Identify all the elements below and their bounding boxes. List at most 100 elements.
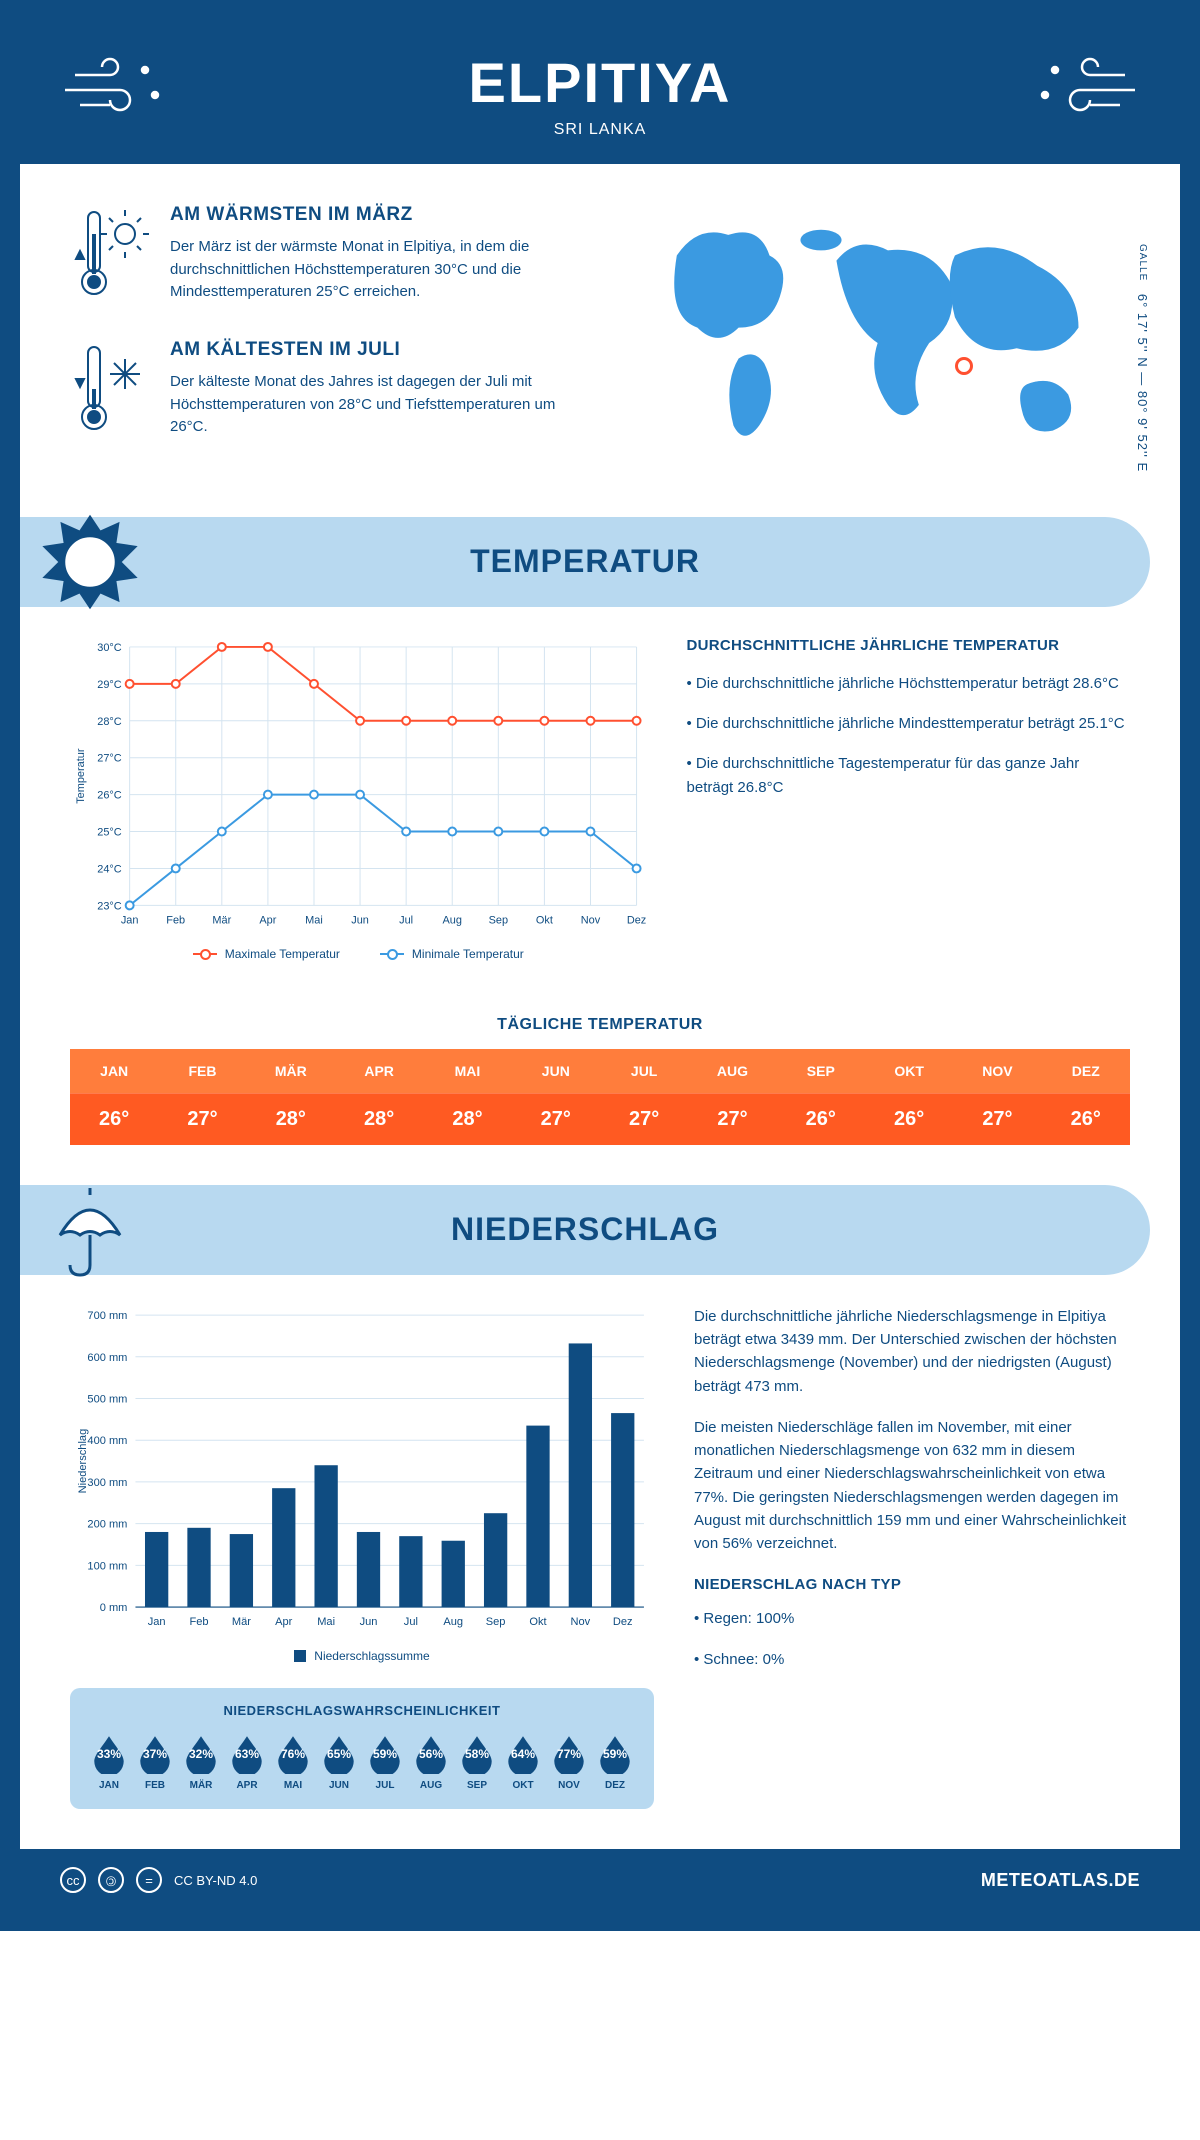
daily-month-header: AUG (688, 1049, 776, 1093)
raindrop-icon: 33% (88, 1732, 130, 1774)
raindrop-icon: 77% (548, 1732, 590, 1774)
precip-para: Die meisten Niederschläge fallen im Nove… (694, 1416, 1130, 1556)
svg-text:Mär: Mär (212, 914, 231, 926)
legend-item: Niederschlagssumme (294, 1649, 429, 1663)
section-title: NIEDERSCHLAG (451, 1211, 719, 1248)
thermometer-snow-icon (70, 339, 150, 444)
svg-text:Okt: Okt (529, 1616, 546, 1628)
svg-text:500 mm: 500 mm (87, 1394, 127, 1406)
prob-value: 37% (143, 1747, 167, 1761)
svg-text:Temperatur: Temperatur (75, 748, 87, 804)
svg-text:28°C: 28°C (97, 716, 122, 728)
page-subtitle: SRI LANKA (20, 121, 1180, 139)
svg-text:Nov: Nov (571, 1616, 591, 1628)
daily-month-header: OKT (865, 1049, 953, 1093)
license-label: CC BY-ND 4.0 (174, 1873, 257, 1888)
daily-month-header: DEZ (1042, 1049, 1130, 1093)
raindrop-icon: 63% (226, 1732, 268, 1774)
raindrop-icon: 58% (456, 1732, 498, 1774)
raindrop-icon: 56% (410, 1732, 452, 1774)
raindrop-icon: 59% (364, 1732, 406, 1774)
facts-column: AM WÄRMSTEN IM MÄRZ Der März ist der wär… (70, 204, 585, 477)
location-marker-icon (955, 357, 973, 375)
legend-item: .legend-item:nth-child(1) .legend-swatch… (193, 947, 340, 961)
daily-month-header: APR (335, 1049, 423, 1093)
prob-heading: NIEDERSCHLAGSWAHRSCHEINLICHKEIT (88, 1703, 636, 1718)
prob-month: MAI (272, 1780, 314, 1791)
daily-month-header: SEP (777, 1049, 865, 1093)
cc-icon: cc (60, 1867, 86, 1893)
raindrop-icon: 37% (134, 1732, 176, 1774)
daily-temp-value: 26° (70, 1093, 158, 1145)
warmest-heading: AM WÄRMSTEN IM MÄRZ (170, 204, 585, 226)
precip-left-column: 0 mm100 mm200 mm300 mm400 mm500 mm600 mm… (70, 1305, 654, 1809)
temperature-section-header: TEMPERATUR (20, 517, 1150, 607)
svg-text:Aug: Aug (443, 1616, 463, 1628)
svg-text:Mai: Mai (317, 1616, 335, 1628)
daily-temp-value: 27° (512, 1093, 600, 1145)
section-title: TEMPERATUR (470, 543, 700, 580)
daily-month-header: JAN (70, 1049, 158, 1093)
daily-month-header: NOV (953, 1049, 1041, 1093)
prob-value: 77% (557, 1747, 581, 1761)
prob-month: FEB (134, 1780, 176, 1791)
daily-temp-value: 27° (600, 1093, 688, 1145)
prob-month: DEZ (594, 1780, 636, 1791)
svg-text:0 mm: 0 mm (100, 1602, 128, 1614)
daily-month-header: MÄR (247, 1049, 335, 1093)
temp-text-heading: DURCHSCHNITTLICHE JÄHRLICHE TEMPERATUR (687, 637, 1130, 654)
prob-item: 64%OKT (502, 1732, 544, 1791)
svg-text:Mai: Mai (305, 914, 323, 926)
sun-icon (40, 512, 140, 617)
prob-item: 77% NOV (548, 1732, 590, 1791)
prob-month: SEP (456, 1780, 498, 1791)
daily-temp-value: 26° (777, 1093, 865, 1145)
svg-text:Feb: Feb (189, 1616, 208, 1628)
temperature-body: 23°C24°C25°C26°C27°C28°C29°C30°CJanFebMä… (20, 637, 1180, 991)
license-block: cc 🄯 = CC BY-ND 4.0 (60, 1867, 257, 1893)
svg-text:Nov: Nov (581, 914, 601, 926)
prob-month: OKT (502, 1780, 544, 1791)
daily-month-header: MAI (423, 1049, 511, 1093)
umbrella-icon (40, 1180, 140, 1285)
prob-month: JUN (318, 1780, 360, 1791)
prob-item: 59% JUL (364, 1732, 406, 1791)
precip-section-header: NIEDERSCHLAG (20, 1185, 1150, 1275)
precip-type-heading: NIEDERSCHLAG NACH TYP (694, 1573, 1130, 1596)
prob-month: JUL (364, 1780, 406, 1791)
daily-temp-title: TÄGLICHE TEMPERATUR (20, 1016, 1180, 1034)
prob-value: 65% (327, 1747, 351, 1761)
svg-text:Sep: Sep (486, 1616, 506, 1628)
temp-chart-wrap: 23°C24°C25°C26°C27°C28°C29°C30°CJanFebMä… (70, 637, 647, 961)
svg-text:25°C: 25°C (97, 826, 122, 838)
latlon-label: 6° 17' 5'' N — 80° 9' 52'' E (1135, 294, 1150, 472)
legend-item: .legend-item:nth-child(2) .legend-swatch… (380, 947, 524, 961)
daily-temp-value: 28° (335, 1093, 423, 1145)
temp-bullet: • Die durchschnittliche jährliche Mindes… (687, 712, 1130, 736)
page-footer: cc 🄯 = CC BY-ND 4.0 METEOATLAS.DE (20, 1849, 1180, 1911)
prob-month: NOV (548, 1780, 590, 1791)
by-icon: 🄯 (98, 1867, 124, 1893)
svg-text:Jun: Jun (360, 1616, 378, 1628)
prob-value: 56% (419, 1747, 443, 1761)
svg-text:24°C: 24°C (97, 863, 122, 875)
daily-temp-value: 27° (158, 1093, 246, 1145)
prob-month: JAN (88, 1780, 130, 1791)
svg-text:Niederschlag: Niederschlag (77, 1429, 89, 1494)
prob-value: 33% (97, 1747, 121, 1761)
svg-text:300 mm: 300 mm (87, 1477, 127, 1489)
precip-type-bullet: • Schnee: 0% (694, 1648, 1130, 1671)
svg-text:Sep: Sep (489, 914, 508, 926)
region-label: GALLE (1137, 244, 1148, 281)
svg-text:Jul: Jul (399, 914, 413, 926)
prob-value: 76% (281, 1747, 305, 1761)
svg-text:29°C: 29°C (97, 679, 122, 691)
wind-icon (1030, 55, 1140, 130)
prob-item: 58% SEP (456, 1732, 498, 1791)
warmest-fact: AM WÄRMSTEN IM MÄRZ Der März ist der wär… (70, 204, 585, 309)
prob-item: 65% JUN (318, 1732, 360, 1791)
page-header: ELPITIYA SRI LANKA (20, 20, 1180, 164)
svg-text:Jul: Jul (404, 1616, 418, 1628)
infographic-page: ELPITIYA SRI LANKA AM WÄRMSTEN IM MÄRZ D… (0, 0, 1200, 1931)
prob-value: 63% (235, 1747, 259, 1761)
